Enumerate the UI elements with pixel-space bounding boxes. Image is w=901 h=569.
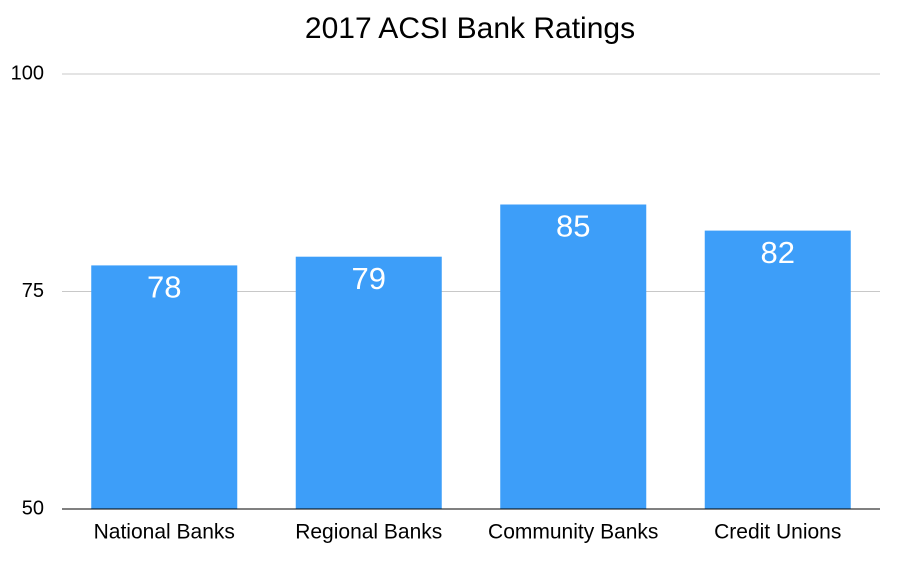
bar: [91, 265, 238, 509]
chart-title: 2017 ACSI Bank Ratings: [305, 12, 635, 45]
bar: [500, 204, 647, 509]
x-tick-label: Credit Unions: [714, 521, 841, 544]
bar: [704, 230, 851, 509]
value-label: 79: [352, 261, 386, 296]
bar: [295, 256, 442, 509]
value-label: 85: [556, 209, 590, 244]
value-label: 82: [761, 235, 795, 270]
value-label: 78: [147, 270, 181, 305]
x-tick-label: National Banks: [94, 521, 235, 544]
x-tick-label: Community Banks: [488, 521, 658, 544]
y-tick-label: 50: [22, 497, 44, 519]
y-tick-label: 100: [11, 62, 44, 84]
y-tick-label: 75: [22, 280, 44, 302]
x-tick-label: Regional Banks: [295, 521, 442, 544]
